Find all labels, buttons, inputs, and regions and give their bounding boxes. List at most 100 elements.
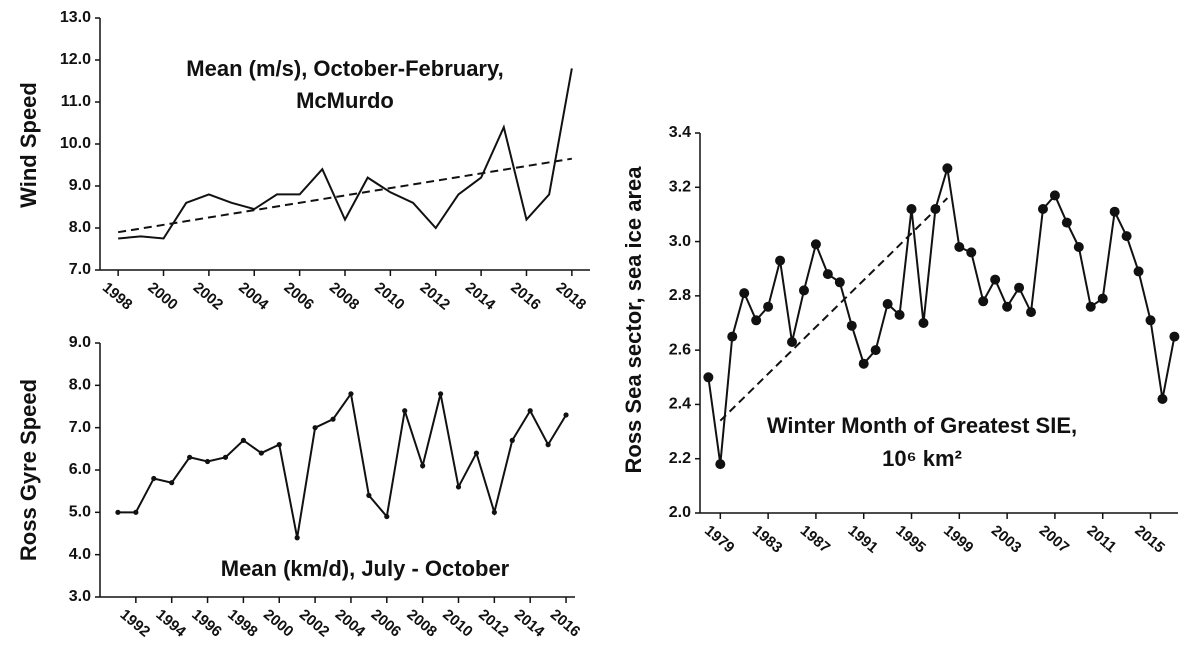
x-tick-label: 2008 xyxy=(404,606,440,640)
data-point xyxy=(954,242,965,252)
y-axis-label: Ross Gyre Speed xyxy=(16,379,41,561)
y-axis-label: Ross Sea sector, sea ice area xyxy=(621,166,646,474)
y-tick-label: 2.6 xyxy=(669,341,691,358)
y-tick-label: 8.0 xyxy=(69,219,91,236)
y-tick-label: 9.0 xyxy=(69,177,91,194)
data-point xyxy=(187,454,193,460)
annotation: Mean (m/s), October-February, xyxy=(186,56,503,81)
data-point xyxy=(930,204,941,214)
data-point xyxy=(276,442,282,448)
x-tick-label: 1994 xyxy=(153,606,190,641)
data-point xyxy=(204,458,211,465)
data-point xyxy=(906,204,917,214)
data-point xyxy=(1061,217,1072,228)
data-point xyxy=(348,391,354,397)
data-line xyxy=(118,68,573,240)
x-tick-label: 2000 xyxy=(144,279,180,313)
y-axis-label: Wind Speed xyxy=(16,82,41,208)
data-point xyxy=(491,509,497,515)
x-tick-label: 2000 xyxy=(260,606,296,640)
x-tick-label: 1992 xyxy=(117,606,153,640)
x-tick-label: 1998 xyxy=(99,279,135,313)
y-tick-label: 9.0 xyxy=(69,334,91,351)
trend-line xyxy=(117,157,573,234)
data-point xyxy=(798,285,809,296)
x-tick-label: 1979 xyxy=(701,522,737,556)
y-tick-label: 12.0 xyxy=(60,51,91,68)
y-tick-label: 11.0 xyxy=(61,93,91,110)
y-tick-label: 8.0 xyxy=(69,377,91,394)
y-tick-label: 4.0 xyxy=(69,546,91,563)
x-tick-label: 1983 xyxy=(749,522,785,556)
data-point xyxy=(942,163,953,174)
data-point xyxy=(222,454,229,460)
x-tick-label: 1995 xyxy=(892,522,928,556)
y-tick-label: 6.0 xyxy=(69,461,91,478)
y-tick-label: 13.0 xyxy=(60,9,91,26)
data-point xyxy=(1037,204,1048,214)
data-point xyxy=(858,358,869,369)
annotation: Mean (km/d), July - October xyxy=(221,556,510,581)
data-point xyxy=(294,535,300,541)
data-point xyxy=(1145,315,1156,326)
data-point xyxy=(312,425,318,431)
y-tick-label: 3.0 xyxy=(669,233,691,250)
data-point xyxy=(437,391,444,397)
x-tick-label: 2004 xyxy=(332,606,369,641)
x-tick-label: 1998 xyxy=(224,606,260,640)
data-point xyxy=(751,315,762,326)
data-point xyxy=(1133,266,1144,277)
data-point xyxy=(169,480,175,486)
y-tick-label: 2.4 xyxy=(669,396,691,413)
x-tick-label: 2012 xyxy=(475,606,511,640)
x-tick-label: 2006 xyxy=(281,279,317,313)
y-tick-label: 3.0 xyxy=(69,588,91,605)
x-tick-label: 2007 xyxy=(1036,522,1072,556)
data-point xyxy=(366,492,372,498)
data-point xyxy=(834,277,845,288)
data-point xyxy=(1157,394,1168,404)
x-tick-label: 2004 xyxy=(235,279,272,314)
data-point xyxy=(966,247,977,258)
data-point xyxy=(1014,282,1025,293)
x-tick-label: 2011 xyxy=(1084,522,1120,556)
data-point xyxy=(894,309,905,320)
data-point xyxy=(545,442,551,448)
data-point xyxy=(990,274,1001,285)
data-point xyxy=(1026,307,1037,318)
y-tick-label: 7.0 xyxy=(69,419,91,436)
data-point xyxy=(727,331,738,342)
data-point xyxy=(1097,293,1108,304)
data-point xyxy=(402,408,408,414)
data-point xyxy=(715,459,726,470)
data-point xyxy=(1109,206,1120,217)
y-tick-label: 2.2 xyxy=(669,450,691,467)
x-tick-label: 2008 xyxy=(326,279,362,313)
x-tick-label: 1991 xyxy=(845,522,881,556)
data-point xyxy=(330,416,336,422)
data-point xyxy=(1049,190,1060,201)
data-point xyxy=(870,345,881,356)
y-tick-label: 10.0 xyxy=(60,135,91,152)
data-point xyxy=(918,318,929,328)
annotation: Winter Month of Greatest SIE, xyxy=(767,413,1077,438)
annotation: 10⁶ km² xyxy=(882,446,962,471)
x-tick-label: 2014 xyxy=(462,279,499,314)
data-point xyxy=(151,475,157,482)
data-point xyxy=(240,437,246,443)
data-point xyxy=(527,408,533,414)
data-point xyxy=(258,450,264,456)
data-point xyxy=(978,296,989,307)
x-tick-label: 2016 xyxy=(507,279,543,313)
data-line xyxy=(707,168,1176,465)
data-point xyxy=(882,299,893,309)
x-tick-label: 2016 xyxy=(547,606,583,640)
x-tick-label: 2002 xyxy=(296,606,332,640)
data-point xyxy=(763,301,774,312)
annotation: McMurdo xyxy=(296,88,394,113)
x-tick-label: 1996 xyxy=(188,606,224,640)
data-point xyxy=(115,509,121,515)
data-point xyxy=(384,513,390,520)
